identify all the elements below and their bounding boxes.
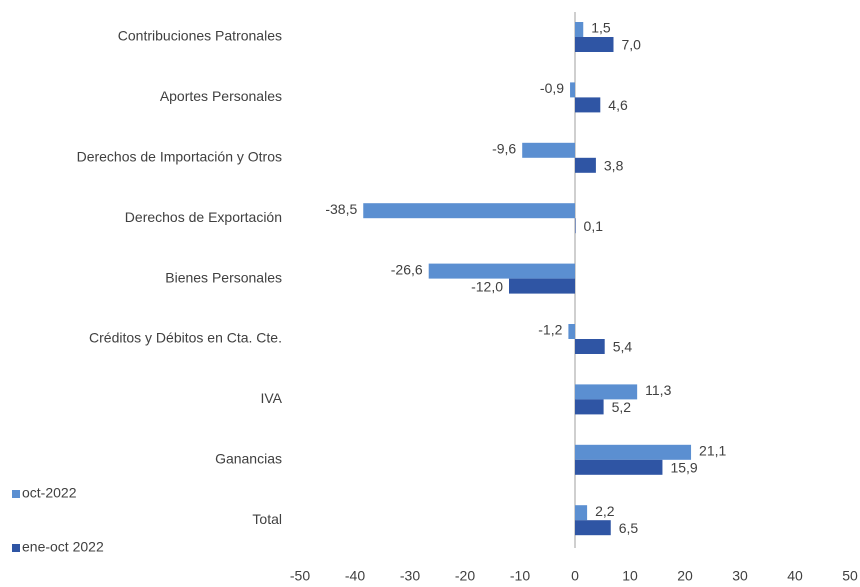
data-label: -0,9 (540, 80, 564, 96)
data-label: 3,8 (604, 158, 624, 174)
y-tick-label: Total (252, 511, 282, 527)
y-tick-label: Derechos de Importación y Otros (77, 149, 282, 165)
bar (575, 520, 611, 536)
data-label: 11,3 (645, 382, 671, 398)
x-tick-label: -20 (455, 568, 475, 584)
legend-swatch (12, 544, 20, 552)
bar (575, 399, 604, 415)
legend-label: ene-oct 2022 (22, 539, 104, 555)
y-tick-label: Créditos y Débitos en Cta. Cte. (89, 330, 282, 346)
bar (568, 324, 575, 339)
bar (428, 263, 575, 279)
x-tick-label: -40 (345, 568, 365, 584)
data-label: -26,6 (391, 261, 423, 277)
data-label: 21,1 (699, 443, 726, 459)
data-label: -1,2 (538, 322, 562, 338)
data-label: 2,2 (595, 503, 615, 519)
data-label: 6,5 (619, 520, 639, 536)
bar (575, 444, 692, 460)
data-label: 4,6 (608, 97, 628, 113)
x-tick-label: 10 (622, 568, 638, 584)
bar (575, 339, 605, 354)
data-label: -9,6 (492, 141, 516, 157)
bar (575, 97, 601, 113)
bar (575, 459, 663, 475)
data-label: 15,9 (670, 460, 697, 476)
y-tick-label: Contribuciones Patronales (118, 28, 282, 44)
data-label: -38,5 (325, 201, 357, 217)
bar (509, 278, 575, 294)
data-label: 0,1 (584, 218, 604, 234)
x-tick-label: 20 (677, 568, 693, 584)
x-tick-label: 40 (787, 568, 803, 584)
bar (570, 82, 575, 98)
y-tick-label: Derechos de Exportación (125, 209, 282, 225)
data-label: 1,5 (591, 20, 611, 36)
bar (575, 384, 638, 400)
bar (363, 203, 575, 219)
bar (575, 218, 576, 234)
x-tick-label: -50 (290, 568, 310, 584)
y-tick-label: Aportes Personales (160, 88, 282, 104)
x-tick-label: -10 (510, 568, 530, 584)
legend-swatch (12, 490, 20, 498)
data-label: 5,2 (612, 399, 632, 415)
y-tick-label: Bienes Personales (165, 269, 282, 285)
bar (575, 37, 614, 52)
x-tick-label: -30 (400, 568, 420, 584)
x-tick-label: 50 (842, 568, 858, 584)
legend-label: oct-2022 (22, 485, 77, 501)
data-label: 5,4 (613, 339, 633, 355)
bar (522, 142, 575, 158)
bar (575, 157, 596, 173)
bar (575, 505, 588, 521)
y-tick-label: IVA (260, 390, 282, 406)
data-label: 7,0 (622, 37, 642, 53)
x-tick-label: 30 (732, 568, 748, 584)
x-tick-label: 0 (571, 568, 579, 584)
bar (575, 22, 584, 37)
data-label: -12,0 (471, 278, 503, 294)
y-tick-label: Ganancias (215, 451, 282, 467)
